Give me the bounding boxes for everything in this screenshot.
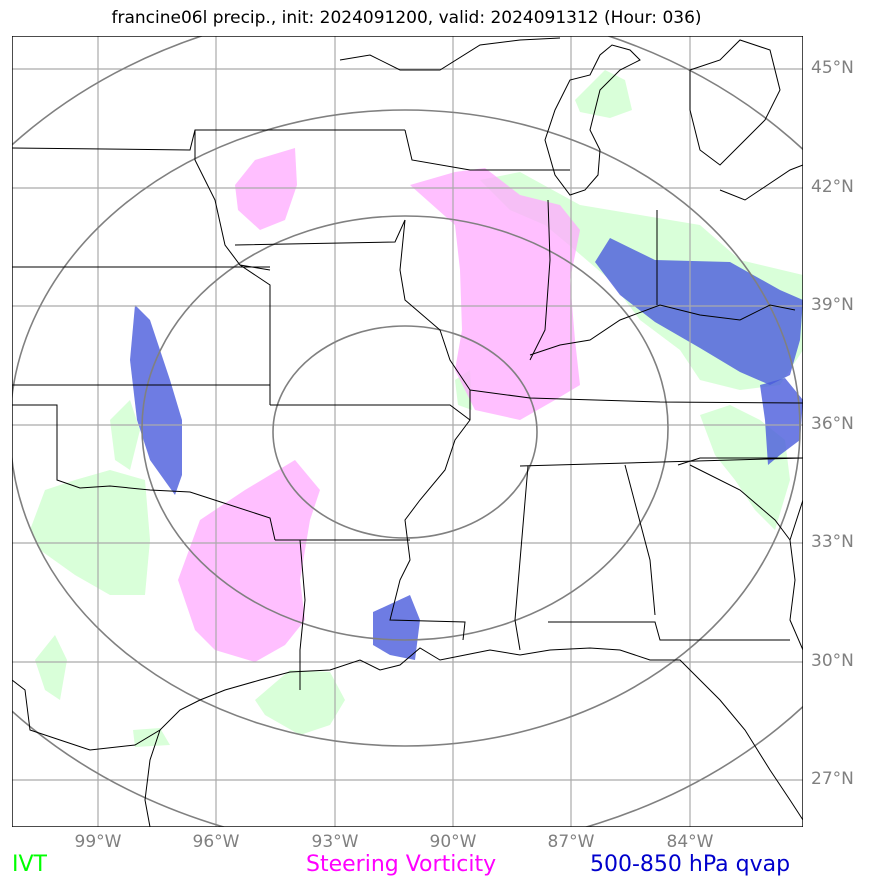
legend-qvap: 500-850 hPa qvap [590,852,791,877]
lake-superior-shore [339,37,561,71]
lon-label-90w: 90°W [429,832,477,852]
border-wi-il [404,129,570,171]
lon-label-96w: 96°W [192,832,240,852]
border-ok-tx [12,404,276,541]
atlantic-coast [789,499,803,651]
border-ne-ia [194,130,271,271]
qvap-area-kansas [130,305,182,495]
border-ky-tn [469,389,803,404]
border-tn-south [519,457,803,467]
ivt-area-south-texas [35,635,67,700]
ivt-area-kansas [110,400,140,470]
ivt-area-gulf [133,728,170,747]
lon-label-99w: 99°W [74,832,122,852]
lake-michigan [544,44,641,196]
qvap-area-virginia [760,378,803,465]
border-ga-fl [548,621,790,641]
lat-label-33n: 33°N [811,532,854,552]
lon-label-87w: 87°W [547,832,595,852]
lat-label-27n: 27°N [811,769,854,789]
range-ring-middle [141,215,669,641]
border-ohio-river [529,304,796,356]
boundaries [12,37,803,827]
border-nd-sd [12,129,405,151]
legend-ivt: IVT [12,852,47,877]
ivt-area-louisiana-coast [255,670,345,735]
lon-label-93w: 93°W [311,832,359,852]
border-ms-river [389,219,471,641]
vorticity-shading [178,148,580,662]
vorticity-area-texas [178,460,320,662]
lat-label-30n: 30°N [811,651,854,671]
lat-label-39n: 39°N [811,295,854,315]
border-ga-sc [689,464,791,541]
gulf-coastline [12,647,803,821]
border-al-ga [624,464,656,616]
michigan-thumb [689,39,781,166]
border-tx-la [299,539,306,690]
lat-label-36n: 36°N [811,414,854,434]
border-nc-va [677,457,803,466]
lat-label-45n: 45°N [811,58,854,78]
map-title: francine06l precip., init: 2024091200, v… [111,8,702,28]
range-rings [12,36,803,827]
border-mo-ar [270,404,471,421]
lon-label-84w: 84°W [666,832,714,852]
border-ms-al [514,465,529,651]
range-ring-inner [272,325,538,539]
border-mo-west [239,264,271,385]
texas-coast-south [144,729,161,827]
lat-label-42n: 42°N [811,177,854,197]
ivt-area-texas [30,470,150,595]
lake-erie-shore [719,164,803,201]
ivt-area-michigan [575,70,632,118]
border-ia-mo [234,219,406,246]
vorticity-area-illinois [410,168,580,420]
qvap-area-louisiana [373,595,420,660]
border-il-in [529,199,551,361]
range-ring-outer [12,109,801,747]
legend-steering-vorticity: Steering Vorticity [306,852,497,877]
vorticity-area-iowa [235,148,297,230]
